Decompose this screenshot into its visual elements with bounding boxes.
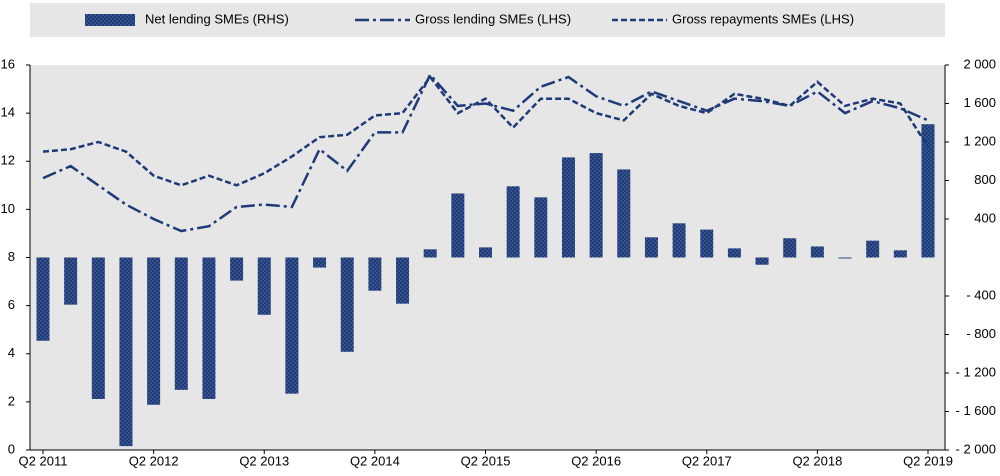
bar xyxy=(755,257,769,265)
y2-tick-label: 1 200 xyxy=(963,133,996,148)
y2-tick-label: - 1 600 xyxy=(956,403,996,418)
bar xyxy=(340,257,354,352)
bar xyxy=(119,257,133,447)
x-tick-label: Q2 2011 xyxy=(19,453,68,468)
bar xyxy=(91,257,105,399)
y-tick-label: 16 xyxy=(1,56,15,71)
bar xyxy=(257,257,271,315)
y-tick-label: 6 xyxy=(8,297,15,312)
bar xyxy=(783,238,797,258)
bar xyxy=(921,124,935,258)
bar xyxy=(672,223,686,258)
y2-tick-label: 400 xyxy=(974,210,996,225)
y-tick-label: 10 xyxy=(1,201,15,216)
bar xyxy=(810,246,824,258)
bar xyxy=(396,257,410,304)
x-tick-label: Q2 2016 xyxy=(571,453,621,468)
x-tick-label: Q2 2018 xyxy=(792,453,842,468)
legend-box xyxy=(30,3,945,37)
bar xyxy=(727,248,741,258)
line xyxy=(42,72,929,233)
y-tick-label: 12 xyxy=(1,153,15,168)
bar xyxy=(589,153,603,258)
y2-tick-label: 800 xyxy=(974,172,996,187)
y-tick-label: 2 xyxy=(8,393,15,408)
x-tick-label: Q2 2013 xyxy=(239,453,289,468)
bar xyxy=(893,250,907,258)
x-tick-label: Q2 2012 xyxy=(129,453,179,468)
bar xyxy=(202,257,216,399)
bar xyxy=(36,257,50,341)
bar xyxy=(617,169,631,258)
bar xyxy=(230,257,244,281)
legend-label: Gross lending SMEs (LHS) xyxy=(415,11,571,26)
bar xyxy=(700,229,714,258)
legend-label: Net lending SMEs (RHS) xyxy=(145,11,289,26)
bar xyxy=(838,257,852,259)
y2-tick-label: 2 000 xyxy=(963,56,996,71)
y2-tick-label: - 1 200 xyxy=(956,364,996,379)
y-tick-label: 8 xyxy=(8,249,15,264)
bar xyxy=(534,197,548,258)
bar xyxy=(479,247,492,258)
y-tick-label: 0 xyxy=(8,441,15,456)
bar xyxy=(147,257,161,405)
bar xyxy=(368,257,382,291)
legend-swatch xyxy=(85,14,135,26)
y-tick-label: 14 xyxy=(1,105,15,120)
y-tick-label: 4 xyxy=(8,345,15,360)
x-tick-label: Q2 2014 xyxy=(350,453,400,468)
y2-tick-label: - 400 xyxy=(966,287,996,302)
bar xyxy=(423,249,437,258)
x-tick-label: Q2 2015 xyxy=(461,453,511,468)
bar xyxy=(644,237,658,258)
line xyxy=(42,74,930,187)
bar xyxy=(866,240,880,258)
legend-label: Gross repayments SMEs (LHS) xyxy=(672,11,854,26)
y2-tick-label: 1 600 xyxy=(963,95,996,110)
y2-tick-label: - 2 000 xyxy=(956,441,996,456)
bar xyxy=(174,257,188,390)
bar xyxy=(451,193,465,258)
x-tick-label: Q2 2019 xyxy=(903,453,953,468)
x-tick-label: Q2 2017 xyxy=(682,453,732,468)
bar xyxy=(313,257,327,268)
bar xyxy=(506,186,520,258)
bar xyxy=(64,257,78,305)
y2-tick-label: - 800 xyxy=(966,326,996,341)
bar xyxy=(285,257,299,394)
bar xyxy=(561,157,575,258)
